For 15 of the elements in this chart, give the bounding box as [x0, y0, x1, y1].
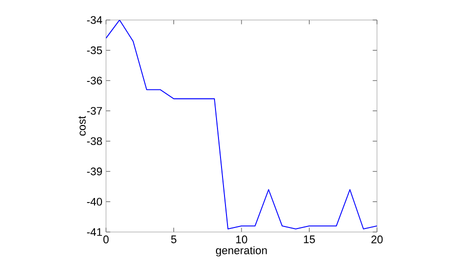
y-tick-label: -36 [87, 76, 102, 84]
y-tick-label: -41 [87, 228, 102, 236]
y-tick-label: -40 [87, 198, 102, 206]
x-tick-label: 15 [304, 236, 315, 244]
x-tick-label: 0 [103, 236, 109, 244]
x-tick-label: 5 [171, 236, 176, 244]
x-tick-label: 20 [371, 236, 383, 244]
x-axis-title: generation [216, 246, 267, 256]
y-axis-title: cost [78, 116, 86, 136]
y-tick-label: -39 [87, 168, 102, 176]
x-tick-label: 10 [236, 236, 248, 244]
y-tick-label: -34 [87, 16, 102, 24]
y-tick-label: -37 [87, 106, 102, 115]
y-tick-label: -35 [87, 46, 102, 54]
y-tick-label: -38 [87, 137, 102, 146]
